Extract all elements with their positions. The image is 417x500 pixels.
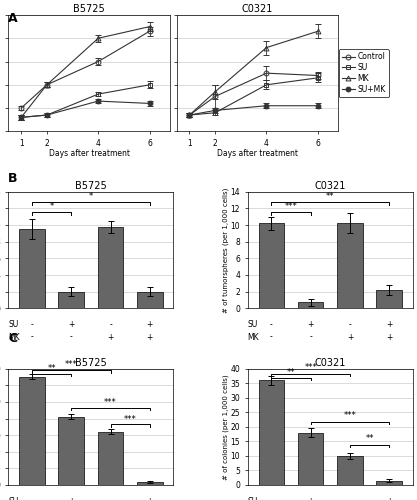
Y-axis label: # of colonies (per 1,000 cells): # of colonies (per 1,000 cells)	[222, 374, 229, 480]
Text: SU: SU	[8, 320, 19, 329]
Text: **: **	[48, 364, 56, 373]
Text: -: -	[270, 496, 273, 500]
Text: ***: ***	[304, 363, 317, 372]
X-axis label: Days after treatment: Days after treatment	[49, 150, 130, 158]
Text: -: -	[109, 496, 112, 500]
Title: B5725: B5725	[75, 181, 107, 191]
Text: +: +	[307, 496, 314, 500]
Text: -: -	[30, 496, 33, 500]
Text: +: +	[386, 320, 392, 329]
Title: B5725: B5725	[75, 358, 107, 368]
Bar	[137, 292, 163, 308]
Bar	[137, 482, 163, 485]
Bar	[298, 432, 324, 485]
Text: SU: SU	[248, 496, 258, 500]
Bar	[377, 290, 402, 308]
Bar	[58, 292, 84, 308]
Text: -: -	[70, 332, 73, 342]
Text: *: *	[50, 202, 54, 211]
Text: +: +	[68, 320, 74, 329]
Text: B: B	[8, 172, 18, 186]
Text: C: C	[8, 332, 18, 345]
Text: A: A	[8, 12, 18, 26]
Bar	[259, 224, 284, 308]
Text: -: -	[309, 332, 312, 342]
Text: **: **	[326, 192, 334, 201]
Text: MK: MK	[8, 332, 20, 342]
Text: +: +	[68, 496, 74, 500]
Text: +: +	[147, 332, 153, 342]
Bar	[58, 417, 84, 485]
Y-axis label: # of tumorspheres (per 1,000 cells): # of tumorspheres (per 1,000 cells)	[223, 188, 229, 312]
Text: *: *	[89, 192, 93, 201]
Text: -: -	[349, 496, 351, 500]
Text: +: +	[147, 496, 153, 500]
Text: +: +	[147, 320, 153, 329]
Title: C0321: C0321	[242, 4, 273, 14]
Text: +: +	[386, 332, 392, 342]
Text: -: -	[30, 320, 33, 329]
Text: SU: SU	[8, 496, 19, 500]
Text: -: -	[270, 320, 273, 329]
Title: C0321: C0321	[314, 181, 346, 191]
Text: SU: SU	[248, 320, 258, 329]
Bar	[337, 222, 363, 308]
Text: ***: ***	[344, 411, 356, 420]
Text: -: -	[30, 332, 33, 342]
Text: ***: ***	[124, 414, 137, 424]
Legend: Control, SU, MK, SU+MK: Control, SU, MK, SU+MK	[339, 49, 389, 97]
Bar	[98, 226, 123, 308]
Text: ***: ***	[65, 360, 78, 370]
Text: -: -	[270, 332, 273, 342]
Text: +: +	[347, 332, 353, 342]
Text: +: +	[386, 496, 392, 500]
Text: ***: ***	[284, 202, 297, 211]
Bar	[377, 480, 402, 485]
Text: **: **	[287, 368, 295, 376]
X-axis label: Days after treatment: Days after treatment	[217, 150, 298, 158]
Bar	[298, 302, 324, 308]
Text: +: +	[307, 320, 314, 329]
Text: **: **	[365, 434, 374, 444]
Text: -: -	[109, 320, 112, 329]
Text: MK: MK	[248, 332, 259, 342]
Bar	[337, 456, 363, 485]
Text: +: +	[107, 332, 114, 342]
Bar	[98, 432, 123, 485]
Bar	[19, 229, 45, 308]
Bar	[19, 377, 45, 485]
Title: C0321: C0321	[314, 358, 346, 368]
Text: ***: ***	[104, 398, 117, 407]
Text: -: -	[349, 320, 351, 329]
Bar	[259, 380, 284, 485]
Title: B5725: B5725	[73, 4, 105, 14]
